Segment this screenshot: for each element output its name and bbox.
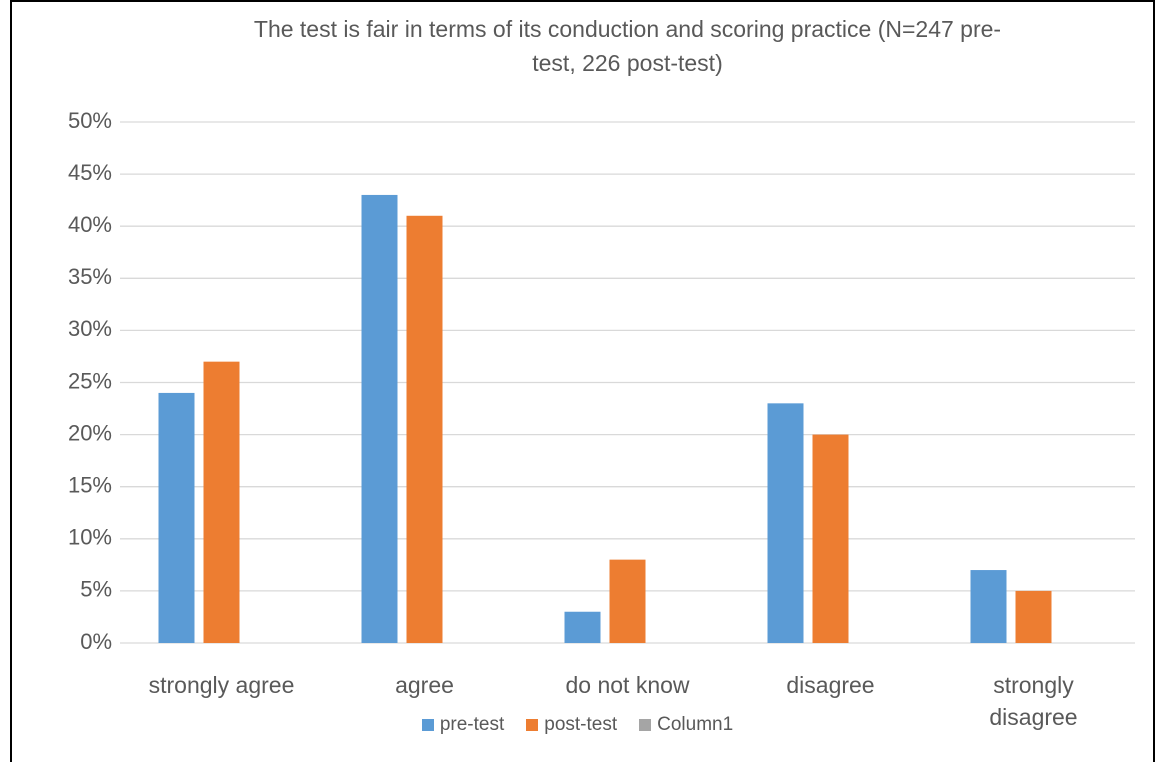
y-tick-label: 15% xyxy=(68,473,112,498)
bar xyxy=(1015,590,1052,643)
y-tick-label: 5% xyxy=(80,577,112,602)
bar xyxy=(203,361,240,643)
frame xyxy=(10,0,1155,762)
legend-label: pre-test xyxy=(439,714,505,735)
y-tick-label: 35% xyxy=(68,264,112,289)
x-tick-label: agree xyxy=(395,672,454,698)
bar xyxy=(767,403,804,643)
bar xyxy=(406,215,443,643)
y-tick-label: 50% xyxy=(68,108,112,133)
y-tick-label: 25% xyxy=(68,368,112,393)
legend-item: Column1 xyxy=(639,714,733,736)
bar xyxy=(158,392,195,643)
legend-label: post-test xyxy=(544,714,618,735)
legend: pre-test post-test Column1 xyxy=(0,714,1165,736)
x-tick-label: strongly disagree xyxy=(989,672,1078,730)
y-tick-label: 45% xyxy=(68,160,112,185)
y-tick-label: 10% xyxy=(68,525,112,550)
x-tick-label: do not know xyxy=(565,672,690,698)
legend-swatch xyxy=(526,719,539,731)
chart-title: The test is fair in terms of its conduct… xyxy=(253,16,1002,76)
bar xyxy=(970,570,1007,643)
y-tick-label: 20% xyxy=(68,420,112,445)
y-tick-label: 40% xyxy=(68,212,112,237)
legend-item: post-test xyxy=(526,714,617,736)
y-tick-label: 0% xyxy=(80,629,112,654)
x-tick-label: strongly agree xyxy=(148,672,295,698)
bar xyxy=(812,434,849,643)
y-tick-label: 30% xyxy=(68,316,112,341)
x-tick-label: disagree xyxy=(786,672,875,698)
bar xyxy=(361,194,398,643)
legend-label: Column1 xyxy=(657,714,734,735)
bar xyxy=(564,611,601,643)
legend-swatch xyxy=(421,719,434,731)
bar xyxy=(609,559,646,643)
legend-item: pre-test xyxy=(421,714,505,736)
legend-swatch xyxy=(639,719,652,731)
